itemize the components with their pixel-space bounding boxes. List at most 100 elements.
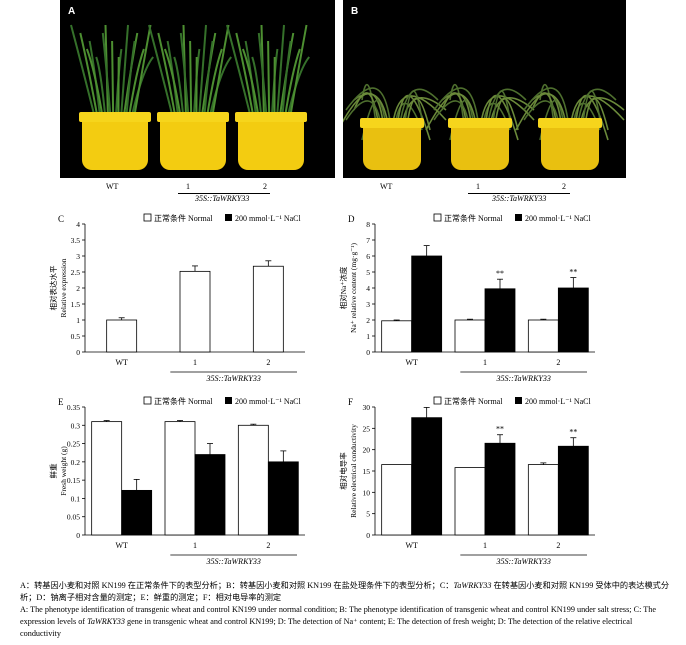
- chart-e: E 正常条件 Normal 200 mmol·L⁻¹ NaCl 0 0.05 0.1 0.1…: [40, 395, 340, 580]
- y-tick-label: 15: [363, 467, 371, 476]
- pot-wt-salt: [363, 124, 421, 170]
- x-tick-label-1: 1: [193, 358, 197, 367]
- y-tick-label: 2.5: [71, 268, 81, 277]
- bar-normal-2: [238, 425, 268, 535]
- x-tick-label-1: 1: [483, 541, 487, 550]
- photo-a-label-1: 1: [186, 182, 190, 191]
- bar-nacl-1: [485, 289, 515, 352]
- significance-marker: **: [569, 428, 577, 437]
- chart-f: F 正常条件 Normal 200 mmol·L⁻¹ NaCl 0 5 10 15 20 25 3…: [330, 395, 630, 580]
- y-tick-label: 0.2: [71, 458, 81, 467]
- bar-normal-0: [92, 422, 122, 535]
- legend-label-nacl: 200 mmol·L⁻¹ NaCl: [235, 214, 302, 223]
- y-tick-label: 0.5: [71, 332, 81, 341]
- photo-b-construct: 35S::TaWRKY33: [492, 194, 546, 203]
- y-tick-label: 25: [363, 424, 371, 433]
- bar-nacl-1: [195, 455, 225, 535]
- x-tick-label-1: 1: [193, 541, 197, 550]
- y-tick-label: 6: [366, 252, 370, 261]
- bar-nacl-2: [268, 462, 298, 535]
- pot-line2: [238, 118, 304, 170]
- photo-b-label-wt: WT: [380, 182, 392, 191]
- legend-swatch-nacl: [515, 397, 522, 404]
- bar-normal-2: [253, 266, 283, 352]
- y-tick-label: 0: [76, 531, 80, 540]
- y-tick-label: 5: [366, 268, 370, 277]
- bar-normal-0: [382, 465, 412, 535]
- caption-chinese: A：转基因小麦和对照 KN199 在正常条件下的表型分析；B：转基因小麦和对照 …: [20, 580, 670, 604]
- bar-normal-1: [165, 422, 195, 535]
- legend-swatch-nacl: [225, 214, 232, 221]
- photo-a-label-wt: WT: [106, 182, 118, 191]
- chart-svg-e: E 正常条件 Normal 200 mmol·L⁻¹ NaCl00.050.10.1…: [40, 395, 340, 575]
- y-tick-label: 2: [366, 316, 370, 325]
- y-tick-label: 0.05: [67, 513, 80, 522]
- y-tick-label: 1: [76, 316, 80, 325]
- bar-nacl-0: [412, 418, 442, 535]
- y-tick-label: 30: [363, 403, 371, 412]
- bar-normal-2: [528, 320, 558, 352]
- y-tick-label: 2: [76, 284, 80, 293]
- y-tick-label: 1: [366, 332, 370, 341]
- x-tick-label-0: WT: [115, 541, 128, 550]
- y-tick-label: 3: [366, 300, 370, 309]
- y-tick-label: 1.5: [71, 300, 81, 309]
- construct-label: 35S::TaWRKY33: [205, 557, 260, 566]
- y-axis-label-cn: 相对表达水平: [48, 265, 58, 310]
- bar-normal-1: [455, 320, 485, 352]
- x-tick-label-0: WT: [405, 358, 418, 367]
- legend-swatch-normal: [434, 214, 441, 221]
- caption-cn-gene: TaWRKY33: [454, 581, 492, 590]
- y-tick-label: 0.3: [71, 421, 81, 430]
- caption-en-gene: TaWRKY33: [87, 617, 125, 626]
- caption-english: A: The phenotype identification of trans…: [20, 604, 670, 640]
- significance-marker: **: [496, 425, 504, 434]
- legend-label-normal: 正常条件 Normal: [444, 213, 503, 223]
- legend-label-nacl: 200 mmol·L⁻¹ NaCl: [525, 397, 592, 406]
- figure-caption: A：转基因小麦和对照 KN199 在正常条件下的表型分析；B：转基因小麦和对照 …: [20, 580, 670, 640]
- pot-line1-salt: [451, 124, 509, 170]
- x-tick-label-2: 2: [266, 358, 270, 367]
- pot-line1: [160, 118, 226, 170]
- photo-b-label-1: 1: [476, 182, 480, 191]
- bar-nacl-2: [558, 446, 588, 535]
- construct-label: 35S::TaWRKY33: [495, 374, 550, 383]
- bar-nacl-2: [558, 288, 588, 352]
- chart-svg-d: D 正常条件 Normal 200 mmol·L⁻¹ NaCl012345678相对…: [330, 212, 630, 392]
- legend: 正常条件 Normal 200 mmol·L⁻¹ NaCl: [434, 213, 592, 223]
- photo-a-construct: 35S::TaWRKY33: [195, 194, 249, 203]
- legend: 正常条件 Normal 200 mmol·L⁻¹ NaCl: [434, 396, 592, 406]
- bar-nacl-0: [412, 256, 442, 352]
- y-tick-label: 0: [366, 531, 370, 540]
- legend: 正常条件 Normal 200 mmol·L⁻¹ NaCl: [144, 213, 302, 223]
- y-tick-label: 20: [363, 446, 371, 455]
- legend-label-normal: 正常条件 Normal: [154, 396, 213, 406]
- panel-letter: E: [58, 397, 64, 407]
- y-axis-label-en: Fresh weight (g): [59, 446, 68, 496]
- y-tick-label: 7: [366, 236, 370, 245]
- photo-b-label-2: 2: [562, 182, 566, 191]
- y-axis-label-cn: 鲜重: [48, 463, 58, 478]
- x-tick-label-1: 1: [483, 358, 487, 367]
- y-axis-label-en: Relative electrical conductivity: [349, 424, 358, 518]
- y-axis-label-cn: 相对Na⁺浓度: [338, 266, 348, 309]
- significance-marker: **: [496, 269, 504, 278]
- bar-normal-2: [528, 465, 558, 535]
- legend-swatch-nacl: [225, 397, 232, 404]
- y-tick-label: 5: [366, 510, 370, 519]
- legend-swatch-normal: [144, 397, 151, 404]
- y-tick-label: 8: [366, 220, 370, 229]
- photo-a-label-2: 2: [263, 182, 267, 191]
- y-tick-label: 10: [363, 488, 371, 497]
- pot-wt: [82, 118, 148, 170]
- legend-swatch-normal: [434, 397, 441, 404]
- y-tick-label: 0.15: [67, 476, 80, 485]
- y-tick-label: 0: [366, 348, 370, 357]
- photo-labels: WT 1 2 35S::TaWRKY33 WT 1 2 35S::TaWRKY3…: [0, 182, 686, 204]
- y-axis-label-en: Relative expression: [59, 258, 68, 317]
- y-tick-label: 0.25: [67, 440, 80, 449]
- bar-normal-0: [107, 320, 137, 352]
- legend: 正常条件 Normal 200 mmol·L⁻¹ NaCl: [144, 396, 302, 406]
- y-tick-label: 0: [76, 348, 80, 357]
- y-tick-label: 0.35: [67, 403, 80, 412]
